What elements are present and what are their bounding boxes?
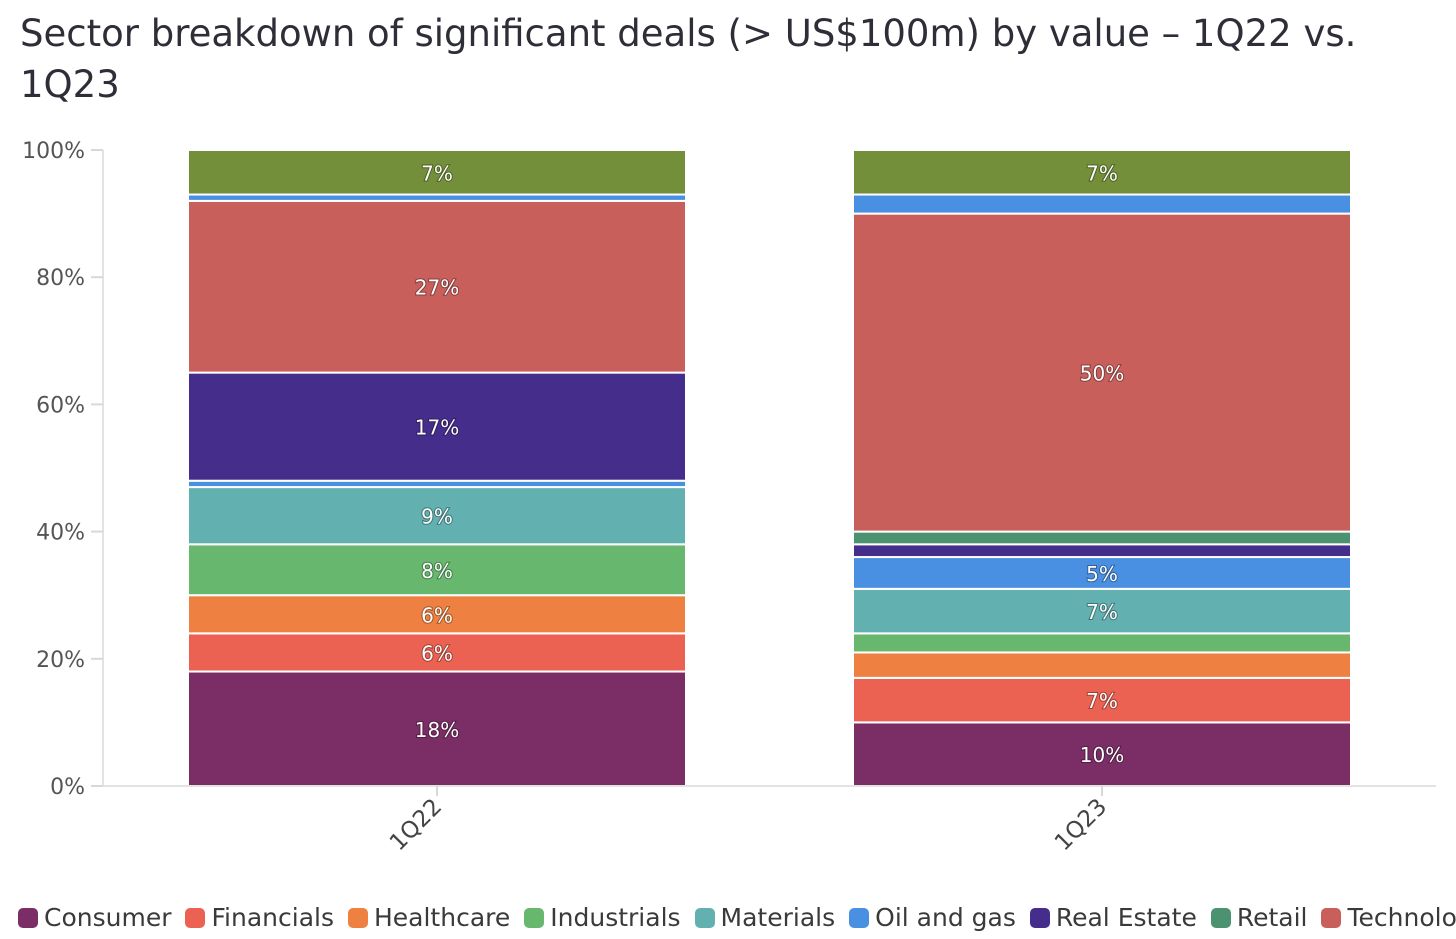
data-label-1q22-consumer: 18% — [415, 718, 459, 742]
data-label-1q22-materials: 9% — [421, 505, 453, 529]
legend-label: Industrials — [550, 903, 681, 932]
y-tick-label: 60% — [36, 393, 85, 418]
legend-label: Healthcare — [373, 903, 511, 932]
legend-label: Consumer — [44, 903, 172, 932]
y-tick-label: 100% — [22, 139, 85, 164]
bar-segment-1q23-consumer[interactable] — [852, 721, 1352, 788]
bar-segment-1q23-technology[interactable] — [852, 212, 1352, 533]
legend-item-healthcare[interactable]: Healthcare — [347, 903, 511, 932]
y-tick-label: 20% — [36, 648, 85, 673]
legend-swatch — [1321, 907, 1342, 928]
legend-swatch — [347, 907, 368, 928]
data-label-1q22-other: 7% — [421, 161, 453, 185]
data-label-1q22-financials: 6% — [421, 641, 453, 665]
legend-swatch — [1210, 907, 1231, 928]
legend-label: Technology — [1347, 903, 1456, 932]
legend-swatch — [524, 907, 545, 928]
bar-segment-1q22-healthcare[interactable] — [187, 594, 687, 635]
data-label-1q23-financials: 7% — [1086, 689, 1118, 713]
stacked-bar-chart: 18% 6% 6% 8% 9% 17% 27% 7% 10% 7% 7% 5% 50% 7% 0% 20% 4… — [22, 139, 1436, 856]
legend-item-real-estate[interactable]: Real Estate — [1029, 903, 1197, 932]
legend-label: Financials — [211, 903, 334, 932]
legend-item-materials[interactable]: Materials — [694, 903, 836, 932]
data-label-1q23-materials: 7% — [1086, 600, 1118, 624]
legend-item-consumer[interactable]: Consumer — [18, 903, 171, 932]
data-label-1q22-real-estate: 17% — [415, 416, 459, 440]
bar-segment-1q23-other[interactable] — [852, 149, 1352, 196]
legend-item-financials[interactable]: Financials — [185, 903, 334, 932]
data-label-1q22-industrials: 8% — [421, 559, 453, 583]
data-label-1q23-oil-and-gas: 5% — [1086, 562, 1118, 586]
bar-segment-1q22-other[interactable] — [187, 149, 687, 196]
data-label-1q23-other: 7% — [1086, 161, 1118, 185]
legend-item-industrials[interactable]: Industrials — [524, 903, 681, 932]
legend-label: Materials — [720, 903, 836, 932]
bar-segment-1q23-retail[interactable] — [852, 530, 1352, 546]
legend-label: Oil and gas — [875, 903, 1016, 932]
legend-swatch — [694, 907, 715, 928]
data-label-1q22-healthcare: 6% — [421, 603, 453, 627]
legend-item-retail[interactable]: Retail — [1210, 903, 1308, 932]
legend-swatch — [849, 907, 870, 928]
x-tick-label-1q23: 1Q23 — [1050, 794, 1112, 856]
bar-segment-1q23-real-estate[interactable] — [852, 543, 1352, 559]
bar-segment-1q22-financials[interactable] — [187, 632, 687, 673]
chart-legend: Consumer Financials Healthcare Industria… — [18, 903, 1456, 932]
y-tick-label: 40% — [36, 521, 85, 546]
y-tick-label: 0% — [50, 775, 85, 800]
bar-segment-1q22-real-estate[interactable] — [187, 371, 687, 482]
bar-segment-1q23-healthcare[interactable] — [852, 651, 1352, 679]
bar-segment-1q22-technology[interactable] — [187, 199, 687, 374]
legend-swatch — [185, 907, 206, 928]
data-label-1q23-technology: 50% — [1080, 362, 1124, 386]
x-tick-label-1q22: 1Q22 — [385, 794, 447, 856]
bar-segment-1q23-oil-and-gas-upper[interactable] — [852, 193, 1352, 215]
bar-segment-1q23-industrials[interactable] — [852, 632, 1352, 654]
legend-swatch — [1029, 907, 1050, 928]
legend-item-technology[interactable]: Technology — [1321, 903, 1456, 932]
legend-swatch — [18, 907, 38, 928]
y-tick-label: 80% — [36, 266, 85, 291]
bar-segment-1q23-oil-and-gas[interactable] — [852, 556, 1352, 590]
legend-item-oil-and-gas[interactable]: Oil and gas — [849, 903, 1016, 932]
legend-label: Retail — [1236, 903, 1308, 932]
bar-segment-1q23-materials[interactable] — [852, 587, 1352, 635]
legend-label: Real Estate — [1055, 903, 1197, 932]
chart-title: Sector breakdown of significant deals (>… — [20, 12, 1357, 106]
bar-segment-1q22-materials[interactable] — [187, 486, 687, 546]
data-label-1q23-consumer: 10% — [1080, 743, 1124, 767]
data-label-1q22-technology: 27% — [415, 276, 459, 300]
